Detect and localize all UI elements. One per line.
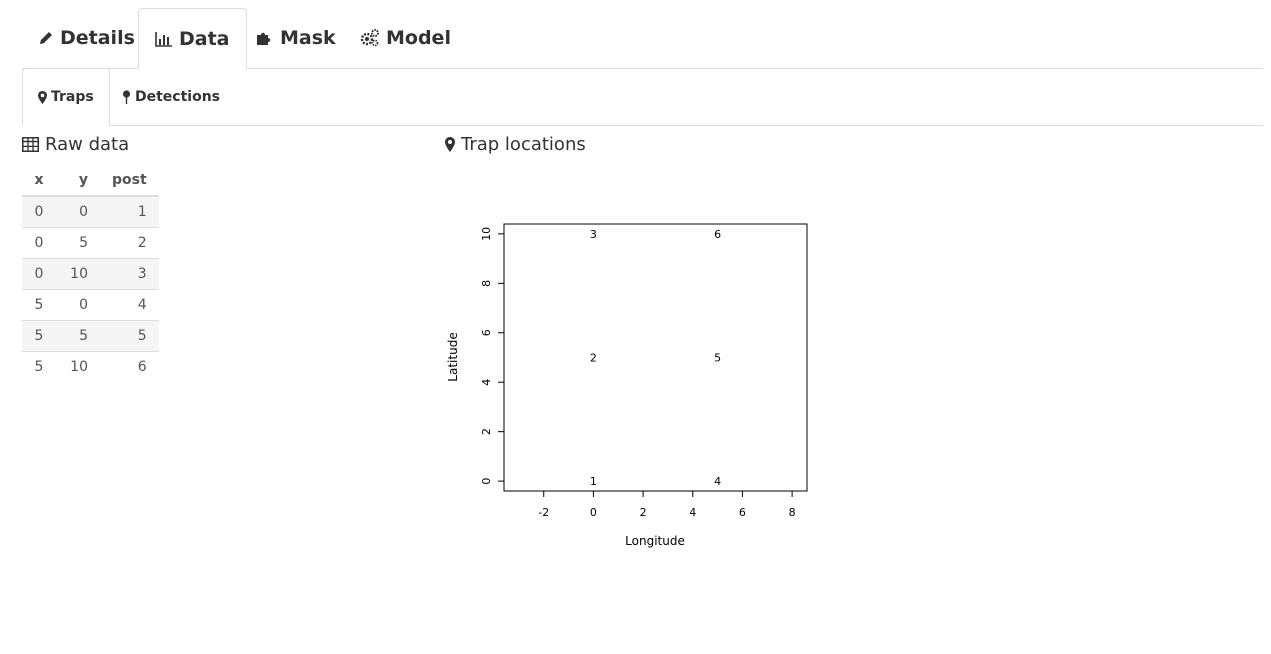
cell-post: 4 — [100, 289, 159, 321]
tab-mask-label: Mask — [280, 27, 336, 49]
tab-traps-label: Traps — [51, 89, 94, 105]
cell-x: 5 — [22, 289, 56, 321]
tab-data[interactable]: Data — [138, 8, 247, 69]
cell-post: 2 — [100, 227, 159, 259]
cell-post: 3 — [100, 258, 159, 290]
cell-y: 0 — [56, 195, 100, 228]
cell-y: 5 — [56, 320, 100, 352]
cell-x: 0 — [22, 258, 56, 290]
tab-model[interactable]: Model — [344, 8, 467, 68]
x-axis: -2 0 2 4 6 8 — [538, 490, 796, 519]
raw-data-title-text: Raw data — [45, 134, 130, 155]
raw-data-title: Raw data — [22, 134, 129, 155]
trap-points: 1 2 3 4 5 6 — [590, 228, 721, 488]
sub-tabs: Traps Detections — [22, 68, 1263, 126]
cell-y: 0 — [56, 289, 100, 321]
trap-point-label: 2 — [590, 352, 597, 365]
header-x: x — [22, 165, 56, 197]
tab-data-label: Data — [179, 27, 230, 50]
pushpin-icon — [122, 89, 131, 104]
cell-post: 5 — [100, 320, 159, 352]
bar-chart-icon — [155, 31, 172, 47]
trap-locations-title-text: Trap locations — [461, 134, 586, 155]
cell-y: 10 — [56, 258, 100, 290]
x-tick-label: 8 — [789, 506, 796, 519]
table-row: 5 10 6 — [22, 351, 159, 382]
cell-post: 1 — [100, 195, 159, 228]
cell-x: 5 — [22, 351, 56, 382]
x-tick-label: 0 — [590, 506, 597, 519]
y-tick-label: 10 — [480, 227, 493, 241]
table-row: 0 0 1 — [22, 195, 159, 228]
x-tick-label: 6 — [739, 506, 746, 519]
y-tick-label: 4 — [480, 379, 493, 386]
trap-point-label: 4 — [714, 475, 721, 488]
puzzle-icon — [257, 32, 271, 45]
y-tick-label: 8 — [480, 280, 493, 287]
cell-x: 0 — [22, 227, 56, 259]
tab-model-label: Model — [386, 27, 451, 49]
cell-x: 5 — [22, 320, 56, 352]
y-axis: 0 2 4 6 8 10 — [480, 227, 505, 485]
table-row: 0 10 3 — [22, 258, 159, 290]
gears-icon — [360, 29, 379, 47]
pencil-icon — [40, 32, 52, 44]
table-icon — [22, 137, 39, 152]
tab-mask[interactable]: Mask — [240, 8, 352, 68]
tab-details-label: Details — [60, 27, 135, 49]
main-tabs: Details Data Mask Model — [22, 8, 1263, 69]
y-tick-label: 6 — [480, 329, 493, 336]
tab-traps[interactable]: Traps — [22, 68, 110, 126]
trap-locations-title: Trap locations — [445, 134, 586, 155]
header-y: y — [56, 165, 100, 197]
trap-point-label: 5 — [714, 352, 721, 365]
cell-y: 10 — [56, 351, 100, 382]
table-row: 5 5 5 — [22, 320, 159, 352]
cell-x: 0 — [22, 195, 56, 228]
x-tick-label: 4 — [689, 506, 696, 519]
cell-y: 5 — [56, 227, 100, 259]
y-tick-label: 2 — [480, 428, 493, 435]
cell-post: 6 — [100, 351, 159, 382]
table-row: 5 0 4 — [22, 289, 159, 321]
map-marker-icon — [445, 137, 455, 152]
tab-detections-label: Detections — [135, 88, 221, 105]
tab-detections[interactable]: Detections — [107, 68, 235, 125]
x-axis-label: Longitude — [625, 534, 685, 548]
table-header-row: x y post — [22, 165, 159, 197]
trap-point-label: 1 — [590, 475, 597, 488]
table-row: 0 5 2 — [22, 227, 159, 259]
header-post: post — [100, 165, 159, 197]
trap-point-label: 6 — [714, 228, 721, 241]
tab-details[interactable]: Details — [22, 8, 151, 68]
plot-frame — [503, 223, 808, 492]
map-marker-icon — [38, 90, 47, 104]
y-tick-label: 0 — [480, 478, 493, 485]
x-tick-label: 2 — [640, 506, 647, 519]
raw-data-table: x y post 0 0 1 0 5 2 0 10 3 5 0 4 5 5 5 — [22, 165, 159, 382]
trap-point-label: 3 — [590, 228, 597, 241]
y-axis-label: Latitude — [446, 332, 460, 381]
x-tick-label: -2 — [538, 506, 549, 519]
